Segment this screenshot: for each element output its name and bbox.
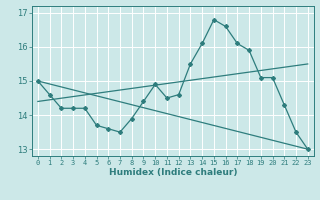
X-axis label: Humidex (Indice chaleur): Humidex (Indice chaleur): [108, 168, 237, 177]
